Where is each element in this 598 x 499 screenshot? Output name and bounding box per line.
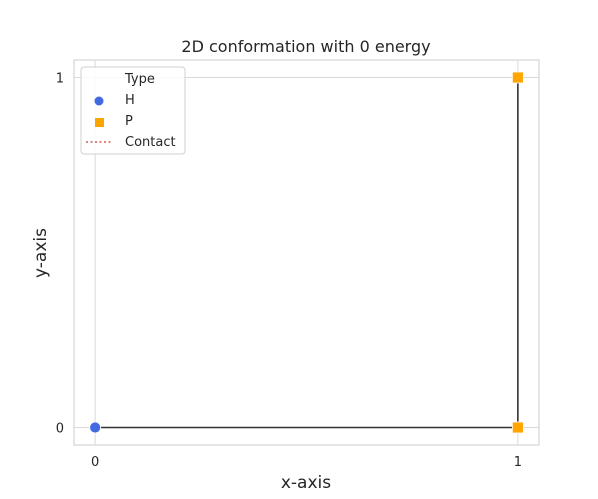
x-tick-label: 1 bbox=[514, 455, 522, 470]
legend-marker-p bbox=[95, 118, 104, 127]
point-h bbox=[89, 421, 102, 434]
legend-box bbox=[80, 66, 186, 155]
legend-label: H bbox=[125, 93, 135, 108]
point-p bbox=[511, 421, 524, 434]
y-ticks: 01 bbox=[56, 72, 64, 437]
chain-lines bbox=[95, 77, 519, 429]
legend: Type HP Contact bbox=[80, 66, 186, 155]
legend-entries: HP Contact bbox=[86, 93, 176, 150]
points bbox=[89, 71, 524, 434]
legend-marker-h bbox=[94, 96, 104, 106]
y-tick-label: 1 bbox=[56, 72, 64, 87]
legend-title: Type bbox=[124, 72, 155, 87]
y-tick-label: 0 bbox=[56, 422, 64, 437]
legend-label: Contact bbox=[125, 135, 176, 150]
point-p bbox=[511, 71, 524, 84]
legend-label: P bbox=[125, 114, 133, 129]
x-tick-label: 0 bbox=[91, 455, 99, 470]
x-axis-label: x-axis bbox=[281, 473, 331, 493]
chart-title: 2D conformation with 0 energy bbox=[181, 37, 430, 56]
y-axis-label: y-axis bbox=[31, 228, 51, 278]
